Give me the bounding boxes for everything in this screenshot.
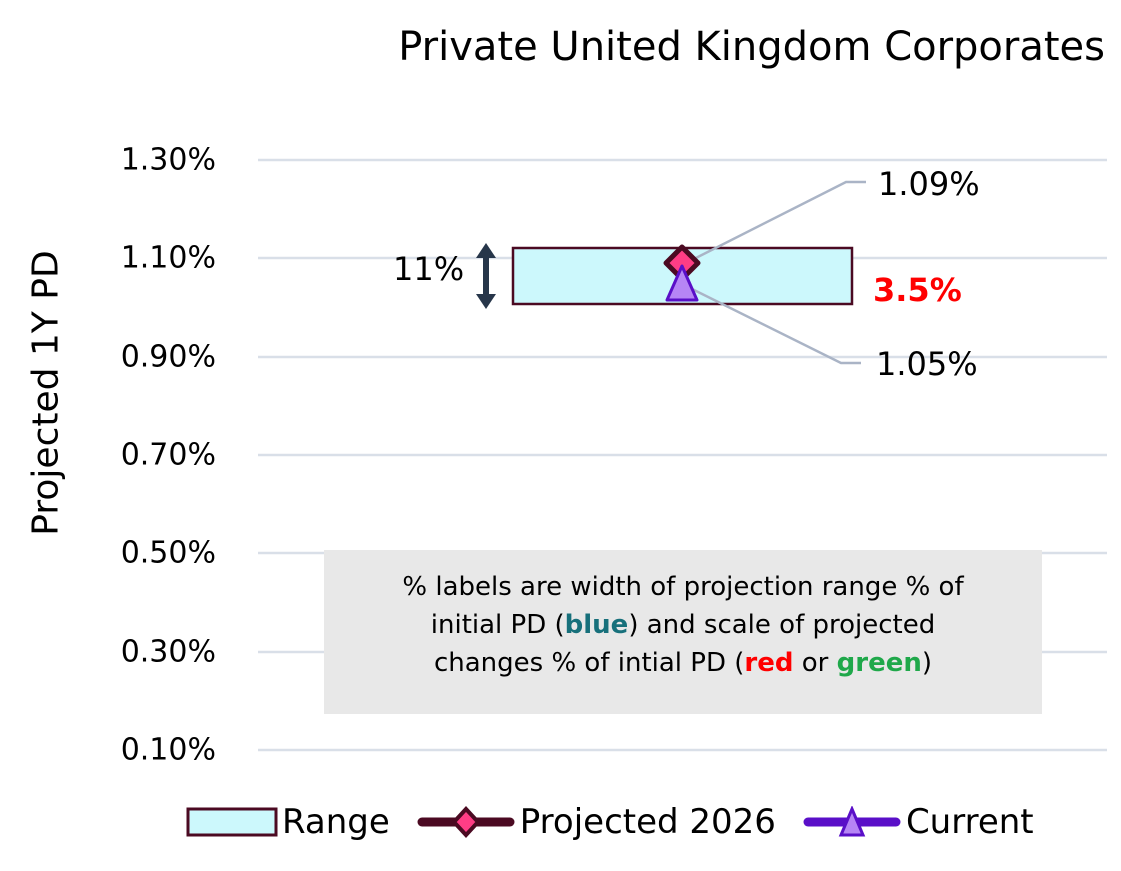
note-green-word: green <box>836 648 922 678</box>
note-line-3: changes % of intial PD (red or green) <box>324 644 1042 682</box>
explanation-note: % labels are width of projection range %… <box>324 550 1042 714</box>
projected-leader-line <box>683 180 866 266</box>
legend-item-current[interactable]: Current <box>802 802 1034 842</box>
legend: Range Projected 2026 Current <box>186 802 1034 842</box>
note-text: ) <box>921 648 933 678</box>
range-swatch-icon <box>186 807 278 837</box>
note-line-1: % labels are width of projection range %… <box>402 572 964 602</box>
current-value-label: 1.05% <box>876 345 978 383</box>
legend-label-projected-2026: Projected 2026 <box>519 802 776 842</box>
legend-label-current: Current <box>905 802 1034 842</box>
range-width-arrow-icon <box>476 243 496 309</box>
triangle-line-icon <box>803 806 901 837</box>
note-blue-word: blue <box>564 610 629 640</box>
legend-label-range: Range <box>282 802 390 842</box>
y-tick-label: 1.30% <box>120 142 216 178</box>
y-tick-label: 0.50% <box>120 535 216 571</box>
projected-value-label: 1.09% <box>878 165 980 203</box>
range-width-label: 11% <box>393 250 465 288</box>
legend-item-projected-2026[interactable]: Projected 2026 <box>416 802 776 842</box>
y-tick-label: 0.10% <box>120 732 216 768</box>
note-text: ) and scale of projected <box>628 610 936 640</box>
note-text: changes % of intial PD ( <box>433 648 745 678</box>
change-pct-label: 3.5% <box>873 271 962 309</box>
current-triangle-marker <box>665 264 699 302</box>
diamond-line-icon <box>417 806 515 838</box>
note-text: initial PD ( <box>430 610 565 640</box>
y-tick-label: 0.70% <box>120 437 216 473</box>
note-text: or <box>793 648 837 678</box>
y-tick-label: 0.30% <box>120 634 216 670</box>
y-tick-label: 1.10% <box>120 240 216 276</box>
note-line-2: initial PD (blue) and scale of projected <box>324 606 1042 644</box>
chart-title: Private United Kingdom Corporates <box>398 24 1105 70</box>
y-tick-label: 0.90% <box>120 339 216 375</box>
legend-item-range[interactable]: Range <box>186 802 390 842</box>
current-leader-line <box>683 283 861 365</box>
note-red-word: red <box>744 648 794 678</box>
